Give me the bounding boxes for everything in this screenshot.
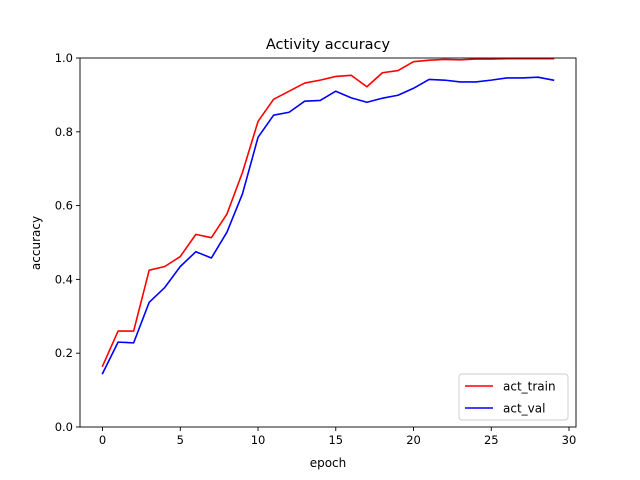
y-tick-label: 0.6 <box>55 199 73 213</box>
legend-label-act_val: act_val <box>503 402 545 416</box>
plot-area: 0 5 10 15 20 25 30 0.0 0.2 0.4 0.6 0.8 1.0 <box>55 51 577 447</box>
y-axis-label: accuracy <box>29 216 43 270</box>
legend-label-act_train: act_train <box>503 380 556 394</box>
axes-frame <box>79 57 577 428</box>
x-tick-label: 5 <box>177 433 184 447</box>
x-axis-label: epoch <box>310 456 347 470</box>
x-tick-label: 10 <box>251 433 266 447</box>
y-tick-label: 0.4 <box>55 272 73 286</box>
series-line-act_val <box>101 76 555 375</box>
y-tick-label: 0.8 <box>55 125 73 139</box>
y-tick-label: 1.0 <box>55 51 73 65</box>
y-tick-label: 0.2 <box>55 346 73 360</box>
x-tick-label: 30 <box>562 433 577 447</box>
legend: act_train act_val <box>458 373 569 421</box>
x-tick-label: 0 <box>99 433 106 447</box>
series-line-act_train <box>101 57 555 368</box>
y-tick-label: 0.0 <box>55 420 73 434</box>
x-tick-label: 25 <box>484 433 499 447</box>
x-tick-label: 20 <box>406 433 421 447</box>
x-tick-label: 15 <box>328 433 343 447</box>
chart-title: Activity accuracy <box>266 37 391 53</box>
